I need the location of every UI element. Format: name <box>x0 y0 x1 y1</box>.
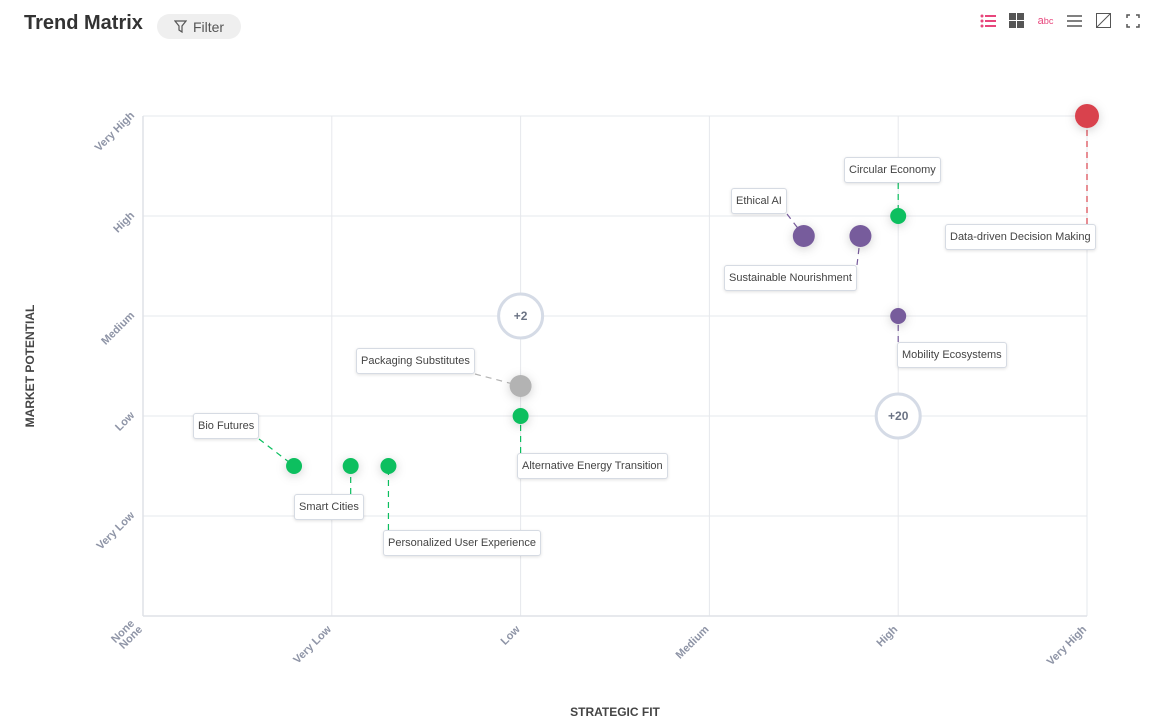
cluster-bubble <box>497 292 545 340</box>
grid-icon[interactable] <box>1008 12 1025 29</box>
data-point <box>380 458 397 474</box>
not-applicable-icon[interactable] <box>1095 12 1112 29</box>
list-icon[interactable] <box>979 12 996 29</box>
cluster-count: +20 <box>888 409 909 423</box>
filter-button[interactable]: Filter <box>157 14 241 39</box>
x-tick-label: High <box>875 623 901 649</box>
y-tick-label: Very High <box>93 109 138 154</box>
fullscreen-icon[interactable] <box>1124 12 1141 29</box>
point-label[interactable]: Ethical AI <box>731 188 787 214</box>
x-tick-label: Very High <box>1045 623 1090 668</box>
page-title: Trend Matrix <box>24 12 143 34</box>
data-point <box>286 458 303 474</box>
point-label[interactable]: Personalized User Experience <box>383 530 541 556</box>
point-label[interactable]: Mobility Ecosystems <box>897 342 1007 368</box>
leader-line <box>474 373 521 387</box>
x-tick-label: Very Low <box>291 623 334 666</box>
y-tick-label: Low <box>113 409 137 433</box>
point-label[interactable]: Circular Economy <box>844 157 941 183</box>
filter-icon <box>173 20 187 33</box>
sliders-icon[interactable] <box>1066 12 1083 29</box>
data-point <box>890 208 907 224</box>
data-point <box>849 225 872 247</box>
data-point <box>792 225 815 247</box>
x-axis-label: STRATEGIC FIT <box>570 705 660 719</box>
point-label[interactable]: Data-driven Decision Making <box>945 224 1096 250</box>
data-point <box>509 375 532 397</box>
cluster-count: +2 <box>514 309 528 323</box>
data-point <box>342 458 359 474</box>
y-axis-label: MARKET POTENTIAL <box>23 305 37 428</box>
y-tick-label: Very Low <box>94 509 137 552</box>
point-label[interactable]: Bio Futures <box>193 413 260 439</box>
x-tick-label: Medium <box>674 623 712 661</box>
x-tick-label: Low <box>499 623 523 647</box>
point-label[interactable]: Packaging Substitutes <box>356 348 475 374</box>
point-label[interactable]: Alternative Energy Transition <box>517 453 668 479</box>
point-label[interactable]: Smart Cities <box>294 494 364 520</box>
y-tick-label: Medium <box>99 309 137 347</box>
point-label[interactable]: Sustainable Nourishment <box>724 265 857 291</box>
cluster-bubble <box>874 392 922 440</box>
data-point <box>512 408 529 424</box>
data-point <box>890 308 907 324</box>
y-tick-label: High <box>111 209 137 235</box>
filter-label: Filter <box>192 18 225 35</box>
data-point <box>1075 104 1099 128</box>
